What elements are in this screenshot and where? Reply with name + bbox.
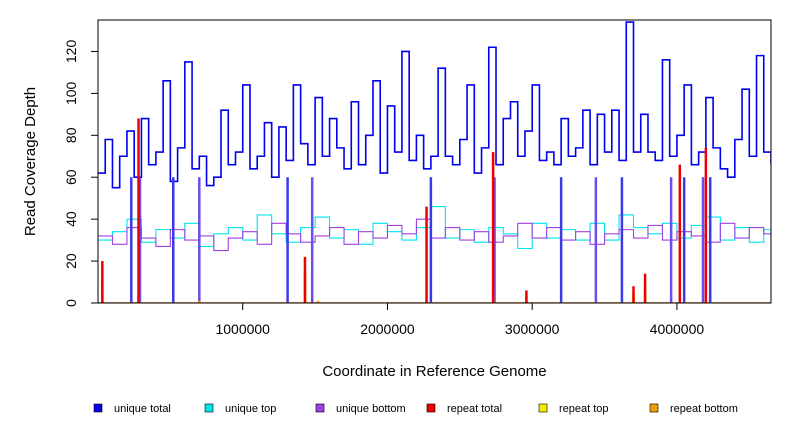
y-tick-label: 40 (63, 211, 79, 227)
legend-label: unique bottom (336, 403, 406, 415)
legend-label: repeat bottom (670, 403, 738, 415)
legend-item-unique-bottom: unique bottom (315, 403, 406, 415)
y-tick-label: 80 (63, 127, 79, 143)
legend: unique total unique top unique bottom repea… (93, 403, 738, 415)
legend-swatch (426, 403, 436, 413)
plot-area (98, 21, 771, 303)
legend-label: unique top (225, 403, 276, 415)
x-tick-label: 1000000 (215, 321, 270, 337)
legend-item-unique-top: unique top (204, 403, 276, 415)
legend-item-repeat-top: repeat top (538, 403, 609, 415)
series-line-unique-total (98, 21, 771, 189)
legend-label: repeat top (559, 403, 609, 415)
y-axis-title: Read Coverage Depth (22, 87, 39, 236)
legend-swatch (649, 403, 659, 413)
legend-swatch (538, 403, 548, 413)
legend-swatch (315, 403, 325, 413)
x-tick-label: 4000000 (650, 321, 705, 337)
y-axis: 0 20 40 60 80 100 120 (63, 40, 99, 307)
y-tick-label: 120 (63, 40, 79, 64)
legend-item-repeat-bottom: repeat bottom (649, 403, 738, 415)
legend-item-repeat-total: repeat total (426, 403, 502, 415)
legend-label: repeat total (447, 403, 502, 415)
y-tick-label: 60 (63, 169, 79, 185)
x-tick-label: 3000000 (505, 321, 560, 337)
legend-item-unique-total: unique total (93, 403, 171, 415)
x-axis: 1000000 2000000 3000000 4000000 (215, 302, 705, 337)
series-line-unique-bottom (98, 218, 771, 252)
y-tick-label: 100 (63, 81, 79, 105)
y-tick-label: 0 (63, 299, 79, 307)
legend-swatch (204, 403, 214, 413)
legend-swatch (93, 403, 103, 413)
legend-label: unique total (114, 403, 171, 415)
x-tick-label: 2000000 (360, 321, 415, 337)
y-tick-label: 20 (63, 253, 79, 269)
x-axis-title: Coordinate in Reference Genome (322, 363, 546, 380)
